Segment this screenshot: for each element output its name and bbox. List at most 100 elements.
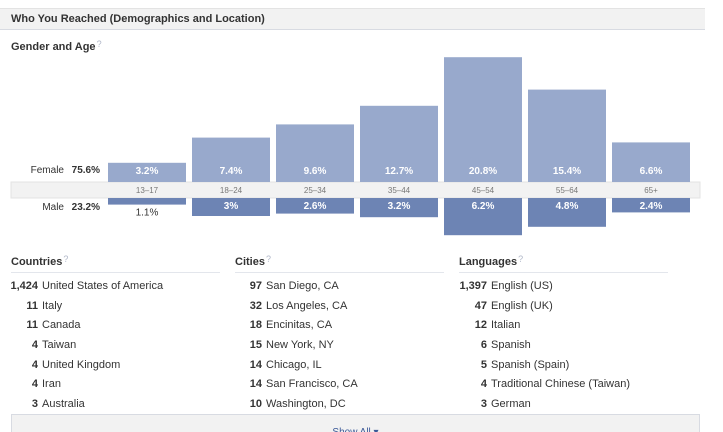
list-item-label: Chicago, IL xyxy=(266,358,322,371)
male-bar xyxy=(528,198,606,227)
male-data-label: 6.2% xyxy=(472,201,495,212)
show-all-button[interactable]: Show All ▾ xyxy=(11,414,700,432)
female-total: 75.6% xyxy=(72,165,100,176)
male-data-label: 3.2% xyxy=(388,201,411,212)
list-item-count: 5 xyxy=(480,358,487,371)
age-tick-label: 65+ xyxy=(644,186,658,195)
list-item: 4 United Kingdom xyxy=(0,355,215,375)
female-data-label: 20.8% xyxy=(469,166,497,177)
list-item-label: German xyxy=(491,397,531,410)
male-label: Male xyxy=(42,202,64,213)
list-item-count: 3 xyxy=(31,397,38,410)
male-data-label: 2.4% xyxy=(640,201,663,212)
list-item-count: 4 xyxy=(480,378,487,391)
male-data-label: 1.1% xyxy=(136,208,159,219)
list-item-count: 18 xyxy=(249,319,262,332)
list-item-label: United States of America xyxy=(42,279,164,292)
male-bar xyxy=(444,198,522,236)
female-data-label: 15.4% xyxy=(553,166,581,177)
male-data-label: 2.6% xyxy=(304,201,327,212)
help-icon[interactable]: ? xyxy=(518,254,524,264)
age-tick-label: 13–17 xyxy=(136,186,159,195)
chart-title: Gender and Age? xyxy=(11,39,102,53)
list-item-label: Iran xyxy=(42,378,61,391)
list-item-count: 4 xyxy=(31,358,38,371)
gender-age-chart: Female 75.6% Male 23.2% 3.2% 13–17 1.1% 7.4% 18–… xyxy=(10,57,701,236)
countries-heading: Countries? xyxy=(11,254,220,273)
list-item-count: 15 xyxy=(249,338,262,351)
list-item: 1,397 English (US) xyxy=(440,276,655,296)
female-bar xyxy=(276,124,354,182)
female-bar xyxy=(360,105,438,182)
male-bar xyxy=(360,198,438,218)
female-bar xyxy=(528,89,606,182)
list-item: 5 Spanish (Spain) xyxy=(440,355,655,375)
list-item: 3 German xyxy=(440,394,655,414)
list-item-count: 3 xyxy=(480,397,487,410)
list-item-count: 6 xyxy=(480,338,487,351)
help-icon[interactable]: ? xyxy=(96,39,102,49)
list-item: 3 Australia xyxy=(0,394,215,414)
age-tick-label: 55–64 xyxy=(556,186,579,195)
list-item-count: 47 xyxy=(474,299,487,312)
male-data-label: 4.8% xyxy=(556,201,579,212)
list-item-label: San Francisco, CA xyxy=(266,378,358,391)
list-item-label: Australia xyxy=(42,397,85,410)
list-item: 32 Los Angeles, CA xyxy=(235,296,450,316)
countries-list: 1,424 United States of America 11 Italy 11 Ca… xyxy=(0,276,215,414)
list-item-label: San Diego, CA xyxy=(266,279,339,292)
list-item-count: 32 xyxy=(249,299,262,312)
age-tick-label: 45–54 xyxy=(472,186,495,195)
list-item-count: 14 xyxy=(249,378,262,391)
female-bar xyxy=(108,162,186,182)
list-item-label: Spanish (Spain) xyxy=(491,358,570,371)
section-title: Who You Reached (Demographics and Locati… xyxy=(11,13,265,25)
list-item: 15 New York, NY xyxy=(235,335,450,355)
list-item-label: Encinitas, CA xyxy=(266,319,333,332)
female-data-label: 12.7% xyxy=(385,166,413,177)
list-item: 11 Canada xyxy=(0,315,215,335)
male-bar xyxy=(108,198,186,205)
list-item-label: Los Angeles, CA xyxy=(266,299,348,312)
male-data-label: 3% xyxy=(224,201,239,212)
help-icon[interactable]: ? xyxy=(265,254,271,264)
list-item: 4 Taiwan xyxy=(0,335,215,355)
list-item-count: 10 xyxy=(249,397,262,410)
list-item-count: 12 xyxy=(474,319,487,332)
cities-heading: Cities? xyxy=(235,254,444,273)
list-item-count: 11 xyxy=(26,319,38,332)
male-bar xyxy=(192,198,270,216)
age-tick-label: 25–34 xyxy=(304,186,327,195)
languages-list: 1,397 English (US) 47 English (UK) 12 Italian… xyxy=(440,276,655,414)
female-data-label: 3.2% xyxy=(136,166,159,177)
list-item-count: 11 xyxy=(26,299,38,312)
list-item: 47 English (UK) xyxy=(440,296,655,316)
list-item-count: 4 xyxy=(31,338,38,351)
female-bar xyxy=(612,142,690,182)
list-item: 12 Italian xyxy=(440,315,655,335)
list-item-label: Washington, DC xyxy=(266,397,346,410)
list-item-label: Spanish xyxy=(491,338,531,351)
help-icon[interactable]: ? xyxy=(63,254,69,264)
list-item: 1,424 United States of America xyxy=(0,276,215,296)
list-item: 4 Iran xyxy=(0,374,215,394)
list-item: 14 San Francisco, CA xyxy=(235,374,450,394)
list-item-label: United Kingdom xyxy=(42,358,121,371)
male-bar xyxy=(612,198,690,213)
male-total: 23.2% xyxy=(72,202,100,213)
list-item: 10 Washington, DC xyxy=(235,394,450,414)
list-item: 4 Traditional Chinese (Taiwan) xyxy=(440,374,655,394)
list-item-label: Italian xyxy=(491,319,521,332)
section-header: Who You Reached (Demographics and Locati… xyxy=(0,8,705,30)
list-item-label: English (UK) xyxy=(491,299,553,312)
list-item-count: 4 xyxy=(31,378,38,391)
list-item-label: Traditional Chinese (Taiwan) xyxy=(491,378,630,391)
list-item: 11 Italy xyxy=(0,296,215,316)
list-item: 14 Chicago, IL xyxy=(235,355,450,375)
female-data-label: 9.6% xyxy=(304,166,327,177)
female-data-label: 6.6% xyxy=(640,166,663,177)
female-bar xyxy=(444,57,522,183)
female-data-label: 7.4% xyxy=(220,166,243,177)
languages-heading: Languages? xyxy=(459,254,668,273)
list-item: 97 San Diego, CA xyxy=(235,276,450,296)
